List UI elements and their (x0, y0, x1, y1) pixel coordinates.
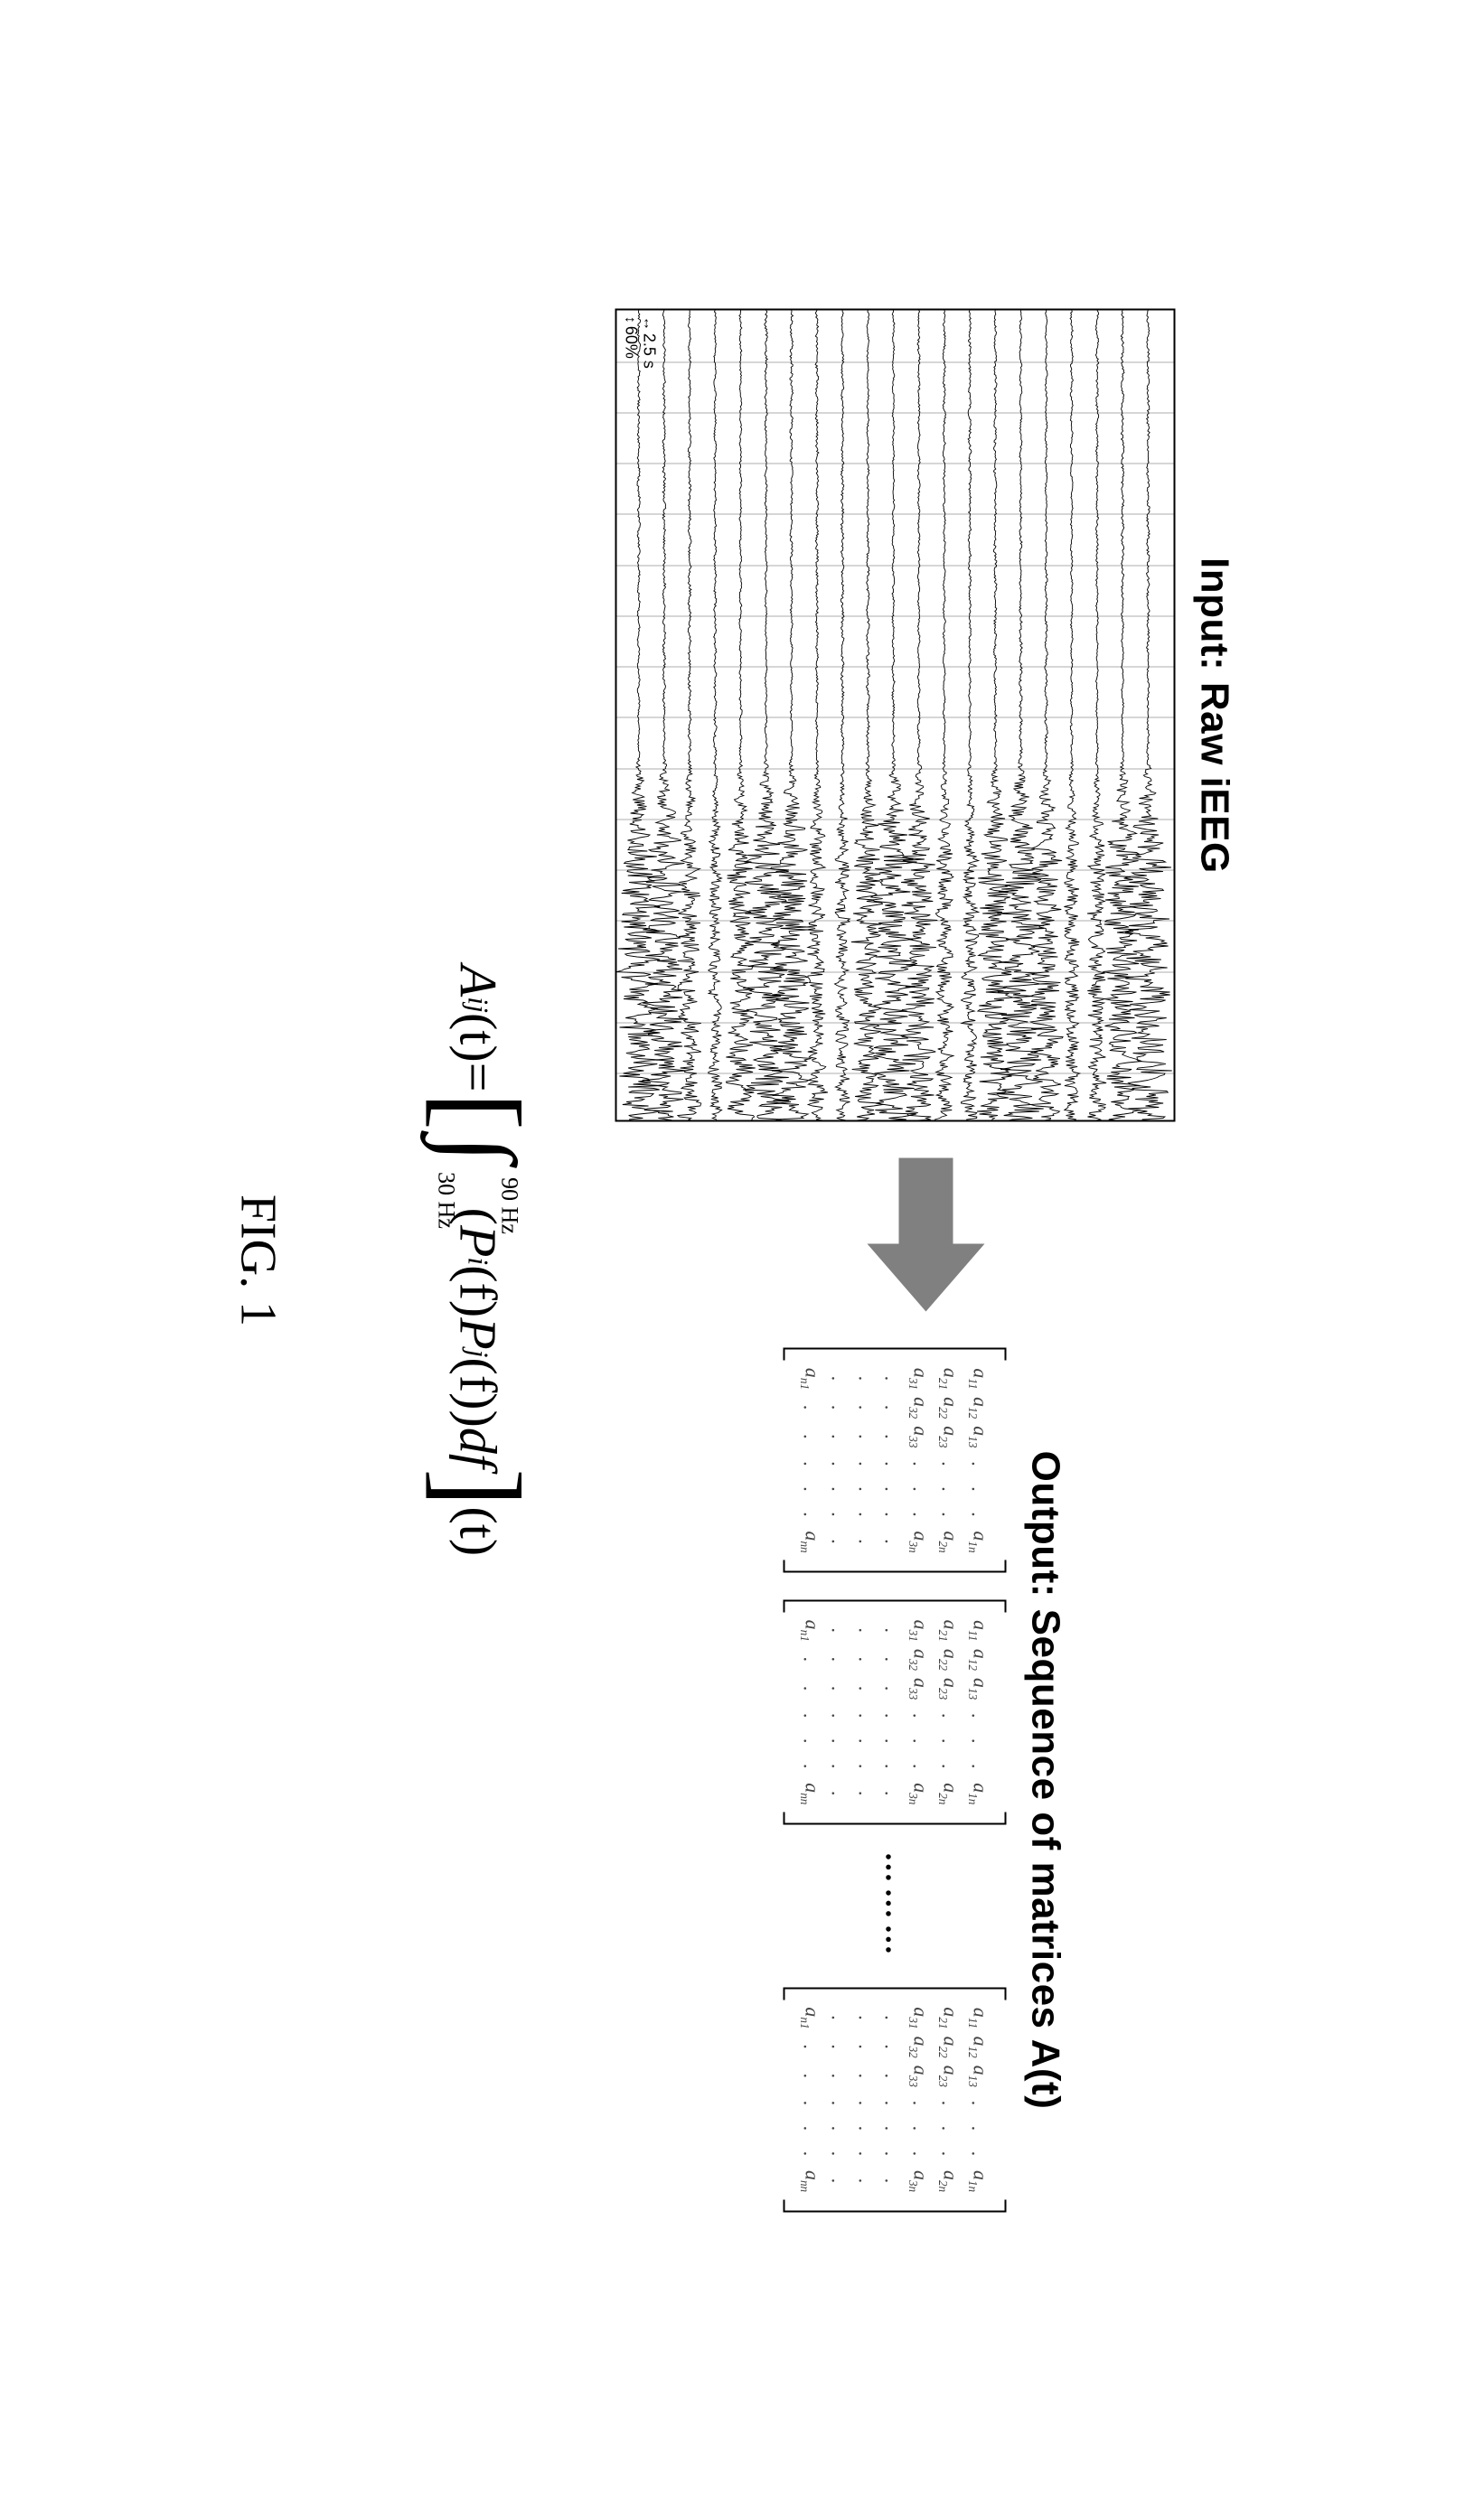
eeg-plot: ↔ 2.5 s ↕ 60% (615, 308, 1175, 1121)
f-of-f2: (f) (447, 1357, 508, 1410)
top-row: Input: Raw iEEG ↔ 2.5 s ↕ 60% Output: Se… (615, 0, 1236, 2520)
int-lb: 30 Hz (433, 1171, 460, 1228)
paren-close: ) (447, 1410, 508, 1427)
output-panel: Output: Sequence of matrices A(t) a11a12… (783, 1347, 1066, 2211)
f-arg: (t) (447, 1012, 508, 1062)
flow-arrow-icon (858, 1157, 993, 1311)
matrix-2: a11a12a13...a1na21a22a23...a2na31a32a33.… (783, 1599, 1005, 1824)
formula: Aij(t) = [ ∫ 90 Hz 30 Hz ( Pi(f) Pj(f) )… (431, 964, 523, 1555)
input-panel: Input: Raw iEEG ↔ 2.5 s ↕ 60% (615, 308, 1236, 1121)
lbracket: [ (433, 1091, 525, 1130)
matrix-sequence: a11a12a13...a1na21a22a23...a2na31a32a33.… (783, 1347, 1005, 2211)
f-A: A (447, 964, 508, 996)
f-trailing: (t) (447, 1506, 508, 1556)
f-df: df (447, 1427, 508, 1467)
integral: ∫ 90 Hz 30 Hz (440, 1135, 516, 1162)
f-sub-ij: ij (462, 997, 494, 1013)
dots-between: ……… (878, 1851, 912, 1960)
f-eq: = (447, 1062, 508, 1091)
rbracket: ] (433, 1467, 525, 1506)
output-title: Output: Sequence of matrices A(t) (1022, 1450, 1067, 2109)
matrix-1: a11a12a13...a1na21a22a23...a2na31a32a33.… (783, 1347, 1005, 1572)
figure-caption: FIG. 1 (229, 1194, 286, 1326)
f-i: i (462, 1257, 494, 1265)
f-j: j (462, 1349, 494, 1357)
f-of-f1: (f) (447, 1265, 508, 1317)
figure-page: Input: Raw iEEG ↔ 2.5 s ↕ 60% Output: Se… (0, 0, 1465, 2520)
f-Pj: P (447, 1317, 508, 1349)
matrix-n: a11a12a13...a1na21a22a23...a2na31a32a33.… (783, 1987, 1005, 2212)
int-ub: 90 Hz (496, 1176, 523, 1233)
input-title: Input: Raw iEEG (1191, 557, 1236, 874)
